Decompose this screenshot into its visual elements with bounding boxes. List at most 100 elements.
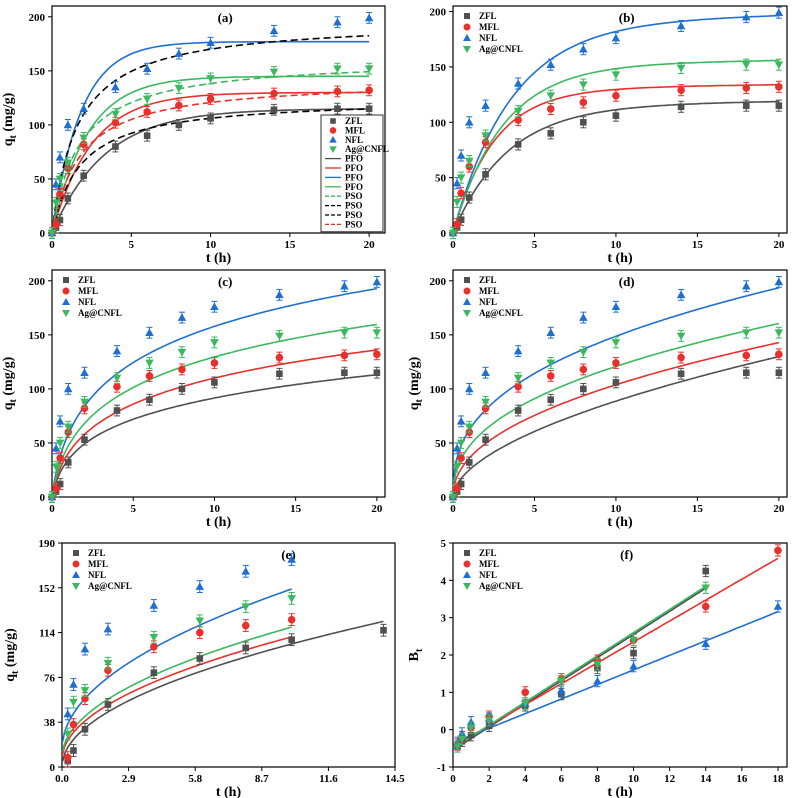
x-tick-label: 12 — [664, 773, 676, 785]
data-point — [481, 138, 490, 146]
fit-curve — [61, 620, 384, 762]
fit-curve — [61, 626, 292, 752]
data-point — [448, 493, 458, 502]
legend-label: Ag@CNFL — [479, 44, 523, 54]
x-axis-label: t (h) — [206, 515, 232, 530]
data-point — [341, 369, 348, 376]
data-point — [145, 359, 154, 368]
fit-curve — [457, 587, 707, 748]
fit-curve — [452, 59, 779, 234]
legend-label: Ag@CNFL — [78, 308, 122, 318]
data-point — [547, 396, 555, 404]
data-points — [448, 275, 784, 503]
x-tick-label: 8 — [595, 773, 601, 785]
legend-label: ZFL — [479, 275, 497, 285]
data-point — [175, 121, 183, 129]
data-point — [175, 101, 183, 110]
data-point — [365, 86, 373, 95]
x-tick-label: 20 — [773, 239, 785, 251]
data-point — [288, 636, 295, 643]
chart-panel-e: 0.0 2.9 5.8 8.7 11.6 14.5 0 38 76 114 152 190 t (h) q… — [3, 538, 405, 798]
plot-frame — [452, 5, 788, 234]
data-point — [579, 313, 588, 321]
data-point — [514, 407, 522, 414]
data-point — [676, 332, 686, 341]
data-point — [513, 374, 523, 383]
data-point — [70, 747, 77, 754]
legend-marker — [329, 127, 337, 134]
data-point — [557, 677, 566, 686]
data-point — [775, 369, 783, 376]
y-tick-label: 50 — [34, 174, 46, 186]
data-point — [775, 102, 783, 109]
data-point — [80, 687, 90, 695]
data-point — [79, 104, 89, 112]
legend-marker — [62, 298, 70, 305]
data-point — [579, 348, 588, 357]
x-tick-label: 18 — [772, 773, 784, 785]
fit-curves — [452, 287, 780, 495]
data-point — [546, 105, 555, 113]
data-point — [775, 83, 783, 91]
data-point — [741, 12, 751, 21]
data-point — [742, 351, 751, 360]
x-tick-label: 16 — [736, 773, 748, 785]
data-point — [742, 84, 751, 92]
fit-curve — [457, 585, 707, 747]
data-point — [482, 171, 489, 178]
data-point — [210, 359, 219, 367]
data-point — [456, 174, 466, 182]
series-agcnfl — [453, 581, 711, 753]
data-point — [174, 84, 184, 93]
x-tick-label: 0 — [450, 503, 456, 515]
y-tick-label: 0 — [40, 492, 46, 504]
data-point — [580, 385, 587, 393]
x-tick-label: 20 — [371, 503, 383, 515]
data-point — [593, 676, 602, 685]
data-point — [103, 659, 113, 668]
y-tick-label: -1 — [437, 762, 446, 774]
legend-marker — [464, 550, 470, 556]
data-point — [484, 717, 494, 725]
data-point — [579, 81, 588, 89]
data-point — [701, 639, 711, 648]
data-point — [741, 329, 751, 337]
y-tick-label: 38 — [44, 717, 56, 729]
data-point — [79, 140, 88, 149]
data-point — [270, 89, 278, 98]
data-point — [145, 328, 154, 336]
data-point — [457, 480, 465, 488]
data-point — [774, 329, 784, 337]
data-point — [741, 281, 751, 290]
fit-curve — [51, 287, 378, 498]
data-point — [611, 33, 621, 42]
data-point — [47, 493, 57, 502]
data-point — [287, 555, 296, 563]
data-points — [47, 11, 374, 239]
legend-marker — [329, 136, 337, 143]
y-tick-label: 4 — [441, 575, 447, 587]
legend-label: PFO — [345, 154, 363, 164]
data-point — [80, 398, 89, 407]
data-point — [457, 189, 465, 197]
legend-label: PFO — [345, 163, 363, 173]
y-tick-label: 150 — [29, 66, 46, 78]
legend-label: NFL — [479, 570, 497, 580]
plot-frame — [51, 269, 386, 498]
plot-frame — [51, 5, 386, 234]
data-point — [453, 220, 461, 228]
data-point — [241, 621, 250, 630]
legend-label: NFL — [479, 297, 497, 307]
x-axis-label: t (h) — [607, 515, 633, 530]
data-point — [579, 365, 588, 374]
series-agcnfl — [448, 58, 784, 240]
data-point — [113, 407, 121, 414]
data-point — [481, 398, 490, 407]
x-tick-label: 8.7 — [255, 773, 269, 785]
data-point — [340, 329, 349, 337]
legend-label: PFO — [345, 182, 363, 192]
y-tick-label: 0 — [441, 725, 447, 737]
x-tick-label: 5 — [532, 503, 538, 515]
data-point — [178, 385, 186, 393]
